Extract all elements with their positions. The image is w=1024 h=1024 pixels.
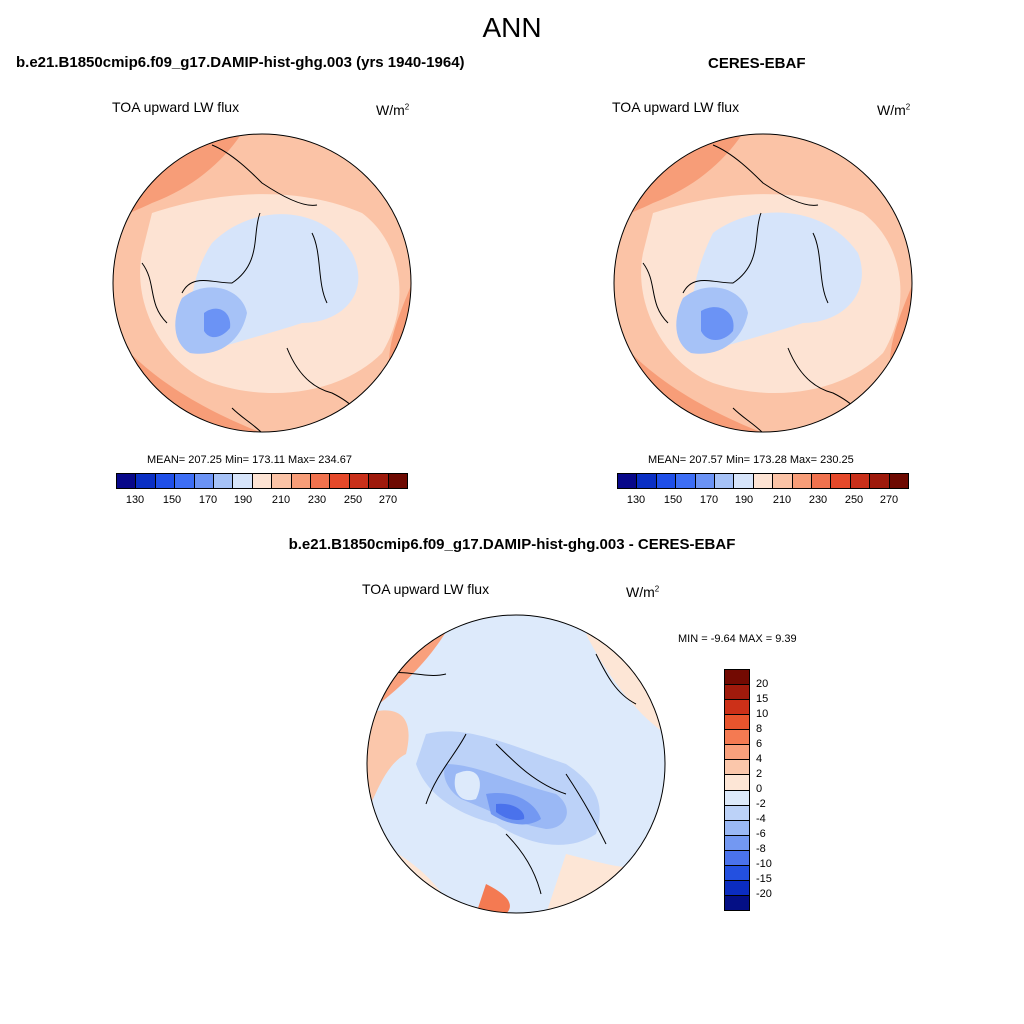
diff-colorbar-ticks: 20 15 10 8 6 4 2 0 -2 -4 -6 -8 -10 -15 -…	[756, 678, 772, 900]
diff-stats: MIN = -9.64 MAX = 9.39	[678, 633, 797, 645]
diff-colorbar	[724, 669, 750, 911]
obs-panel-header: CERES-EBAF	[708, 55, 806, 72]
model-polar-map	[112, 133, 412, 433]
model-units-label: W/m2	[376, 102, 410, 118]
diff-variable-label: TOA upward LW flux	[362, 581, 490, 597]
model-colorbar	[116, 473, 408, 489]
figure-title: ANN	[482, 12, 542, 43]
diff-polar-map	[366, 614, 666, 914]
diff-panel-header: b.e21.B1850cmip6.f09_g17.DAMIP-hist-ghg.…	[288, 536, 736, 553]
model-panel-header: b.e21.B1850cmip6.f09_g17.DAMIP-hist-ghg.…	[16, 54, 465, 71]
model-variable-label: TOA upward LW flux	[112, 99, 240, 115]
diff-units-label: W/m2	[626, 584, 660, 600]
obs-stats: MEAN= 207.57 Min= 173.28 Max= 230.25	[648, 454, 854, 466]
obs-units-label: W/m2	[877, 102, 911, 118]
obs-variable-label: TOA upward LW flux	[612, 99, 740, 115]
obs-polar-map	[613, 133, 913, 433]
model-stats: MEAN= 207.25 Min= 173.11 Max= 234.67	[147, 454, 352, 466]
obs-colorbar	[617, 473, 909, 489]
